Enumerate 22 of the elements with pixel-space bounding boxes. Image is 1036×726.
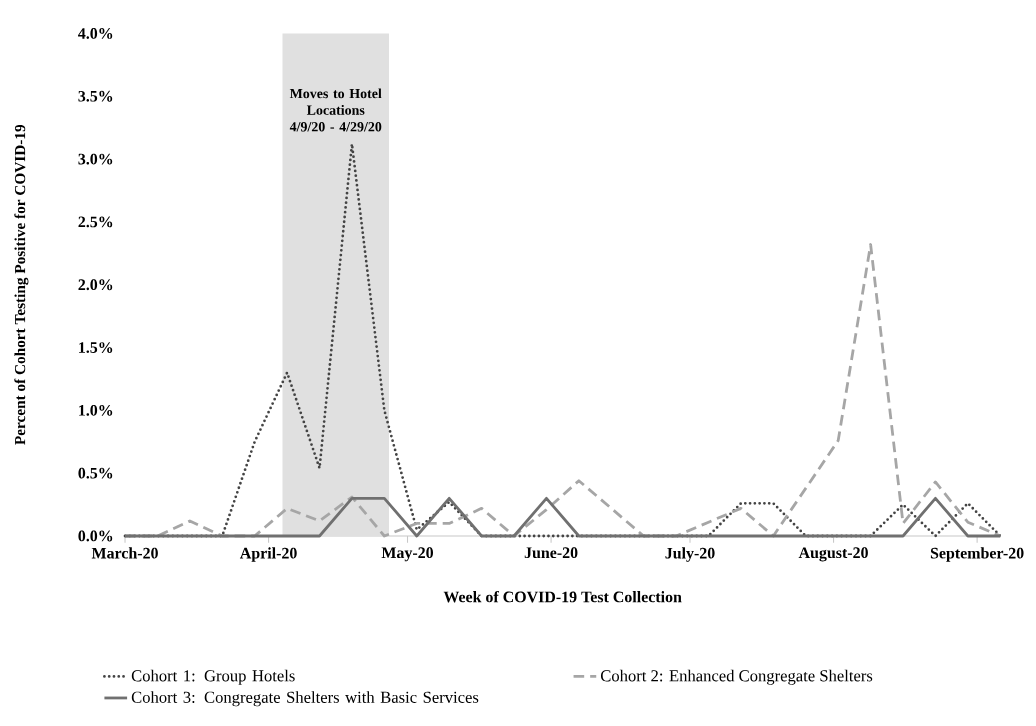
y-tick-label: 3.5% <box>78 90 113 102</box>
x-tick-label: March-20 <box>91 547 158 559</box>
y-tick-label: 1.0% <box>79 404 113 416</box>
legend-label: Cohort 2: Enhanced Congregate Shelters <box>600 669 873 685</box>
y-tick-label: 1.5% <box>79 341 113 353</box>
x-tick-label: May-20 <box>381 547 434 562</box>
y-axis-title: Percent of Cohort Testing Positive for COVID-19 <box>14 124 29 445</box>
x-tick-label: August-20 <box>798 547 868 562</box>
legend-label: Cohort 3: Congregate Shelters with Basic Services <box>131 691 479 707</box>
x-tick-label: June-20 <box>524 547 578 558</box>
band-label: Moves to Hotel Locations 4/9/20 - 4/29/20 <box>289 88 382 132</box>
y-tick-label: 4.0% <box>78 27 113 39</box>
legend-label: Cohort 1: Group Hotels <box>131 669 295 685</box>
y-tick-label: 3.0% <box>78 153 113 165</box>
x-axis-title: Week of COVID-19 Test Collection <box>443 590 682 603</box>
y-tick-label: 2.5% <box>78 216 113 228</box>
y-tick-label: 0.5% <box>78 467 113 479</box>
x-tick-label: April-20 <box>239 547 297 562</box>
x-tick-label: July-20 <box>665 547 715 562</box>
y-tick-label: 0.0% <box>78 530 113 542</box>
y-tick-label: 2.0% <box>78 279 113 291</box>
x-tick-label: September-20 <box>930 547 1024 562</box>
